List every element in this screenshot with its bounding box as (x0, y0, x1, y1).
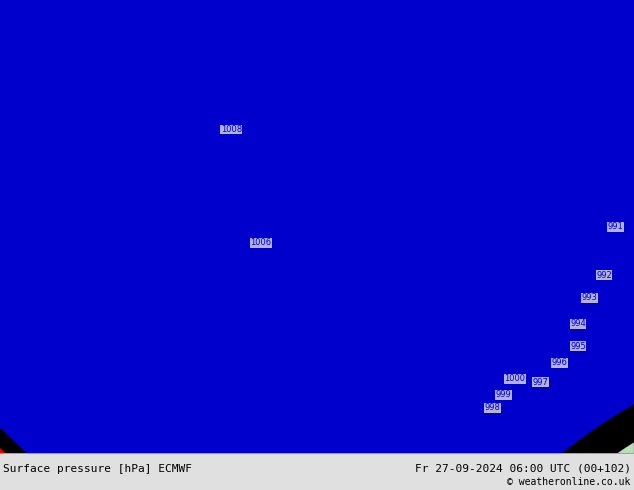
Text: Surface pressure [hPa] ECMWF: Surface pressure [hPa] ECMWF (3, 464, 192, 473)
Text: 1008: 1008 (221, 125, 242, 134)
Text: 991: 991 (607, 222, 623, 231)
Polygon shape (597, 136, 634, 243)
Text: 999: 999 (496, 391, 512, 399)
Text: 996: 996 (552, 358, 567, 367)
Polygon shape (317, 87, 347, 105)
Text: Fr 27-09-2024 06:00 UTC (00+102): Fr 27-09-2024 06:00 UTC (00+102) (415, 464, 631, 473)
Polygon shape (235, 100, 511, 390)
Text: 1006: 1006 (250, 238, 271, 247)
Polygon shape (392, 42, 422, 65)
Polygon shape (168, 217, 242, 256)
Text: 998: 998 (484, 403, 500, 413)
Polygon shape (164, 113, 205, 146)
Text: © weatheronline.co.uk: © weatheronline.co.uk (507, 477, 631, 487)
Polygon shape (67, 220, 242, 340)
Text: 1000: 1000 (504, 374, 525, 383)
Text: 997: 997 (533, 377, 548, 387)
Polygon shape (503, 340, 634, 453)
Text: 992: 992 (597, 270, 612, 280)
Polygon shape (578, 0, 634, 129)
Text: 994: 994 (570, 319, 586, 328)
Text: 993: 993 (581, 294, 597, 302)
Text: 995: 995 (570, 342, 586, 351)
